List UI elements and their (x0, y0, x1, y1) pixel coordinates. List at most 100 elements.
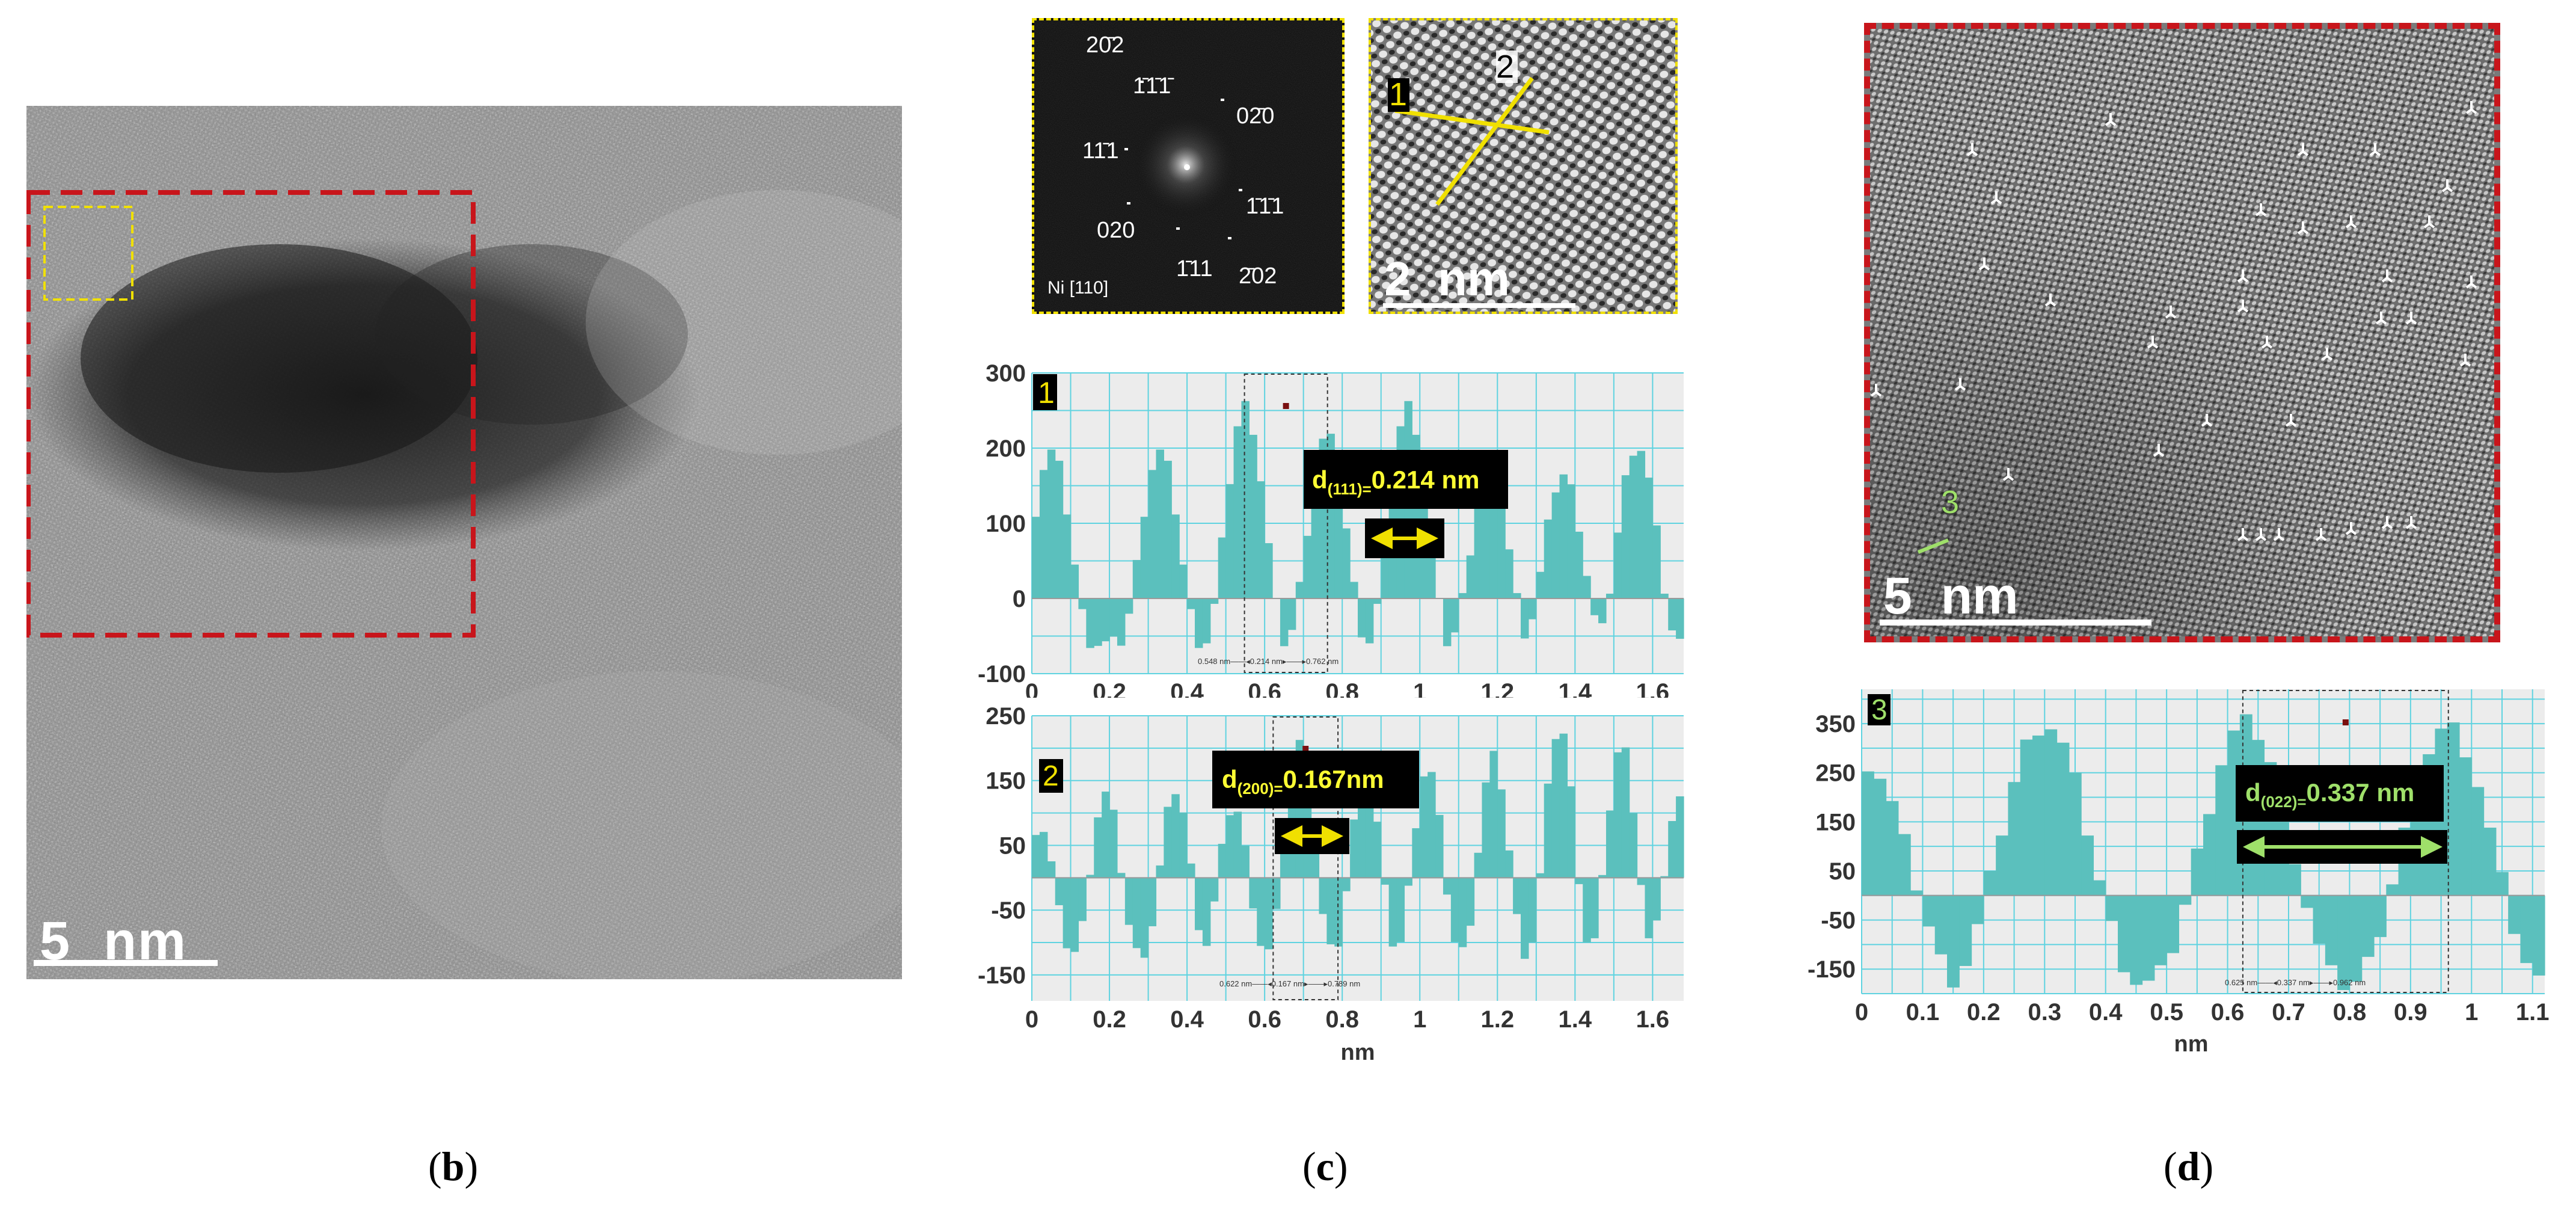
line-tag-2: 2 (1496, 49, 1515, 85)
dislocation-marker (2237, 528, 2249, 541)
profile-bar (1094, 817, 1102, 878)
profile-bar (1910, 890, 1924, 896)
profile-bar (1249, 878, 1257, 909)
profile-bar (1922, 895, 1936, 927)
chart-tag-box (1033, 374, 1057, 410)
chart-tag: 2 (1043, 760, 1059, 792)
red-selection-box (26, 190, 476, 638)
profile-bar (1086, 875, 1094, 878)
fft-spot-label: 1̄1̄1 (1246, 194, 1284, 219)
profile-bar (1513, 878, 1521, 914)
dislocation-marker (2002, 468, 2014, 481)
profile-bar (1497, 789, 1506, 878)
profile-bar (2483, 828, 2497, 896)
profile-bar (1536, 571, 1545, 598)
profile-bar (1195, 878, 1203, 930)
profile-bar (2508, 895, 2521, 934)
profile-bar (1156, 865, 1164, 878)
profile-bar (1668, 821, 1676, 878)
yellow-selection-box (43, 206, 133, 301)
d-spacing-annotation: d(022)=0.337 nm (2245, 778, 2414, 811)
y-tick-label: -150 (1808, 956, 1856, 983)
profile-bar (1528, 598, 1537, 620)
hrtem-image-d: 3 5 nm (1864, 23, 2500, 642)
x-tick-label: 0 (1025, 1006, 1038, 1033)
profile-bar (2008, 782, 2021, 896)
y-tick-label: -150 (978, 962, 1026, 989)
profile-bar (1202, 878, 1211, 946)
profile-bar (1559, 733, 1568, 878)
measure-readout: 0.548 nm——◂0.214 nm▸——▸0.762 nm (1198, 657, 1339, 666)
profile-bar (2459, 757, 2472, 896)
dislocation-marker (2165, 306, 2177, 319)
fft-spot-label: 2̄02 (1239, 263, 1277, 289)
profile-bar (2313, 895, 2326, 944)
profile-bar (1489, 751, 1498, 878)
profile-bar (1559, 474, 1568, 598)
y-tick-label: -50 (991, 897, 1026, 924)
x-tick-label: 0.4 (1170, 1006, 1204, 1033)
profile-bar (1443, 878, 1452, 895)
dislocation-marker (2285, 414, 2297, 427)
x-tick-label: 1.6 (1636, 1006, 1670, 1033)
fft-spot-label: 1̄1̄1̄ (1133, 73, 1171, 99)
profile-bar (1983, 870, 1996, 896)
d-spacing-annotation: d(200)=0.167nm (1222, 765, 1384, 798)
x-tick-label: 1.2 (1480, 1006, 1514, 1033)
profile-bar (2044, 729, 2058, 896)
x-tick-label: 0.8 (2333, 999, 2367, 1026)
profile-bar (1544, 519, 1553, 598)
line-tag-2-box (1496, 51, 1518, 83)
profile-bar (2215, 765, 2228, 896)
profile-bar (2325, 895, 2338, 965)
dislocation-marker (2237, 269, 2249, 283)
profile-bar (1032, 517, 1040, 598)
line-tag-1-box (1388, 78, 1409, 112)
profile-bar (2361, 895, 2375, 957)
profile-bar (1645, 478, 1653, 598)
profile-bar (1210, 878, 1219, 902)
profile-bar (1187, 598, 1195, 609)
profile-bar (1474, 506, 1483, 598)
profile-bar (1287, 598, 1296, 630)
profile-bar (2167, 895, 2180, 953)
scale-bar-line (1383, 303, 1575, 308)
profile-bar (2056, 742, 2070, 896)
profile-bar (1551, 492, 1560, 598)
x-axis-label: nm (1341, 1040, 1375, 1065)
x-tick-label: 0.8 (1325, 679, 1359, 698)
profile-bar (1233, 426, 1242, 598)
dislocation-marker (2105, 113, 2117, 126)
dislocation-marker (2405, 516, 2417, 529)
profile-bar (1055, 461, 1064, 598)
measurement-window (1272, 716, 1339, 1000)
dislocation-marker (2153, 444, 2165, 457)
profile-bar (1660, 594, 1669, 598)
profile-bar (1652, 878, 1661, 921)
profile-bar (2142, 895, 2155, 981)
fft-spot-label: 020 (1097, 218, 1135, 243)
profile-bar (1047, 449, 1056, 598)
fft-spot-label: 11̄1 (1082, 138, 1119, 164)
chart-tag: 1 (1038, 376, 1055, 410)
tem-image-b (26, 106, 902, 979)
profile-bar (1225, 815, 1234, 878)
y-tick-label: 250 (986, 707, 1026, 730)
profile-bar (1241, 845, 1250, 878)
profile-bar (1474, 852, 1483, 878)
profile-bar (1249, 434, 1257, 598)
x-tick-label: 0.2 (1093, 1006, 1126, 1033)
profile-bar (1621, 475, 1630, 598)
profile-bar (1497, 508, 1506, 598)
profile-bar (1132, 878, 1141, 949)
profile-bar (1280, 598, 1289, 647)
profile-bar (1435, 814, 1444, 878)
dislocation-marker (2345, 215, 2357, 229)
scale-bar-line (1880, 620, 2151, 626)
profile-bar (1358, 598, 1366, 638)
profile-bar (2154, 895, 2167, 965)
profile-bar (1583, 576, 1591, 598)
dislocation-marker (1990, 191, 2002, 205)
profile-bar (1536, 873, 1545, 878)
profile-bar (2032, 735, 2045, 896)
